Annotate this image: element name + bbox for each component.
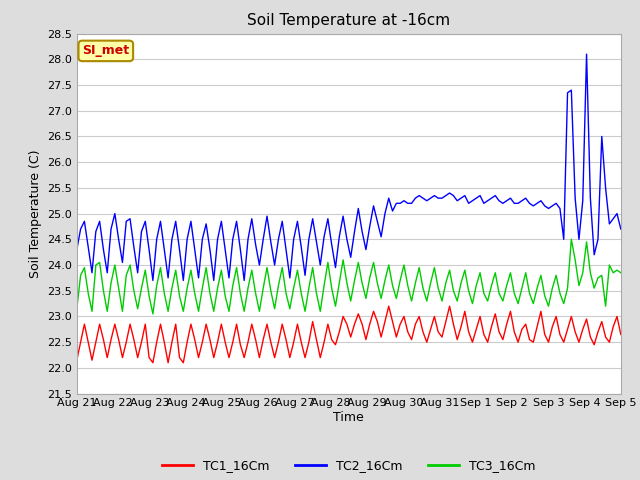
Legend: TC1_16Cm, TC2_16Cm, TC3_16Cm: TC1_16Cm, TC2_16Cm, TC3_16Cm xyxy=(157,455,540,477)
X-axis label: Time: Time xyxy=(333,411,364,424)
Text: SI_met: SI_met xyxy=(82,44,129,58)
Title: Soil Temperature at -16cm: Soil Temperature at -16cm xyxy=(247,13,451,28)
Y-axis label: Soil Temperature (C): Soil Temperature (C) xyxy=(29,149,42,278)
